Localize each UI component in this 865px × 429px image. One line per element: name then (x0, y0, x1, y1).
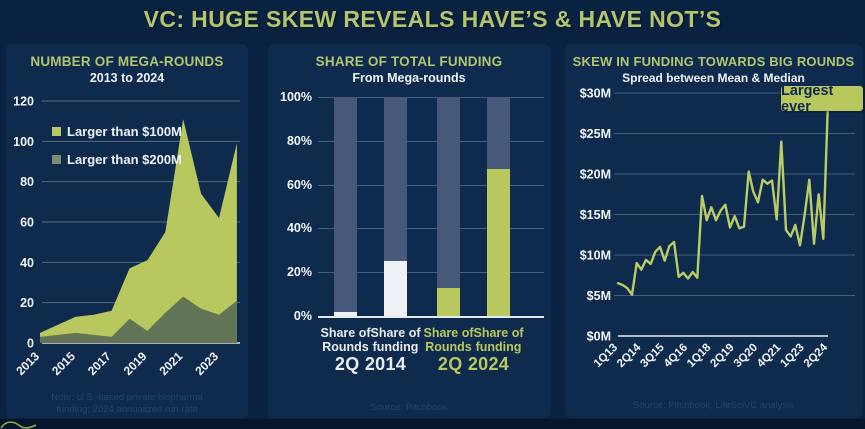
mega-rounds-area-chart: 0 20 40 60 80 100 120 2013 2015 2017 2019 2021 2023 (13, 95, 240, 378)
y-tick-label: 60 (20, 216, 34, 230)
legend-item-200m: Larger than $200M (52, 152, 182, 167)
x-tick-label: 3Q20 (732, 342, 760, 370)
gridline (318, 140, 544, 142)
panel-title: NUMBER OF MEGA-ROUNDS (30, 54, 224, 69)
y-tick-label: $25M (580, 127, 611, 141)
bar-track (384, 97, 407, 316)
x-tick-label: 2Q14 (615, 341, 644, 370)
spread-line-chart: $0M$5M$10M$15M$20M$25M$30M1Q132Q143Q154Q… (580, 87, 855, 370)
bar-label: Share of Rounds (320, 326, 371, 354)
area-series-1 (40, 296, 237, 343)
panel-subtitle: Spread between Mean & Median (622, 71, 805, 85)
panel-title: SKEW IN FUNDING TOWARDS BIG ROUNDS (572, 54, 855, 69)
y-tick-label: 80% (286, 133, 312, 148)
largest-ever-callout: Largest ever (781, 83, 863, 115)
bar-track (437, 97, 460, 316)
y-tick-label: 40% (286, 221, 312, 236)
bar-share-of-rounds-2014 (334, 311, 357, 316)
x-tick-label: 1Q13 (592, 342, 620, 370)
bar-label: Share of Rounds (423, 326, 474, 354)
x-tick-label: 1Q23 (778, 342, 806, 370)
legend-swatch-200m-icon (52, 155, 61, 164)
gridline (318, 272, 544, 274)
y-tick-label: $30M (580, 87, 611, 101)
bar-share-of-funding-2014 (384, 261, 407, 316)
x-tick-label: 2013 (13, 349, 42, 378)
gridline (318, 184, 544, 186)
panel-subtitle: From Mega-rounds (352, 71, 466, 85)
bar-track (334, 97, 357, 316)
x-tick-label: 2Q19 (708, 342, 736, 370)
x-tick-label: 2023 (192, 349, 221, 378)
legend-label: Larger than $100M (67, 124, 182, 139)
bottom-strip (0, 419, 865, 429)
x-tick-label: 2021 (157, 349, 186, 378)
x-tick-label: 1Q18 (685, 341, 714, 370)
x-tick-label: 3Q15 (638, 341, 667, 370)
gridline (318, 228, 544, 230)
x-tick-label: 2015 (49, 349, 78, 378)
source-text: Source: Pitchbook; LifeSciVC analysis (632, 400, 795, 411)
group-label-2q2014: 2Q 2014 (334, 354, 407, 374)
footnote-line2: funding; 2024 annualized run rate (56, 404, 198, 415)
y-tick-label: 20% (286, 265, 312, 280)
x-tick-label: 2017 (85, 349, 114, 378)
y-tick-label: $0M (587, 330, 611, 344)
x-tick-label: 4Q21 (755, 341, 784, 370)
bar-label: Share of funding (473, 326, 524, 354)
y-tick-label: 120 (13, 95, 34, 109)
panel-subtitle: 2013 to 2024 (89, 71, 165, 85)
bar-label: Share of funding (370, 326, 421, 354)
spread-line (616, 99, 830, 296)
source-text: Source: Pitchbook (370, 402, 448, 413)
y-tick-label: $20M (580, 168, 611, 182)
gridline (318, 316, 544, 318)
area-series-0 (40, 119, 237, 343)
panel-share-of-funding: SHARE OF TOTAL FUNDING From Mega-rounds … (268, 44, 550, 418)
y-tick-label: $15M (580, 208, 611, 222)
y-tick-label: 0 (27, 337, 34, 351)
y-tick-label: 100 (13, 135, 34, 149)
x-tick-label: 4Q16 (662, 342, 690, 370)
main-title: VC: HUGE SKEW REVEALS HAVE’S & HAVE NOT’… (143, 6, 722, 32)
y-tick-label: 40 (20, 256, 34, 270)
group-label-2q2024: 2Q 2024 (437, 354, 510, 374)
bar-share-of-rounds-2024 (437, 287, 460, 316)
panel-title: SHARE OF TOTAL FUNDING (315, 54, 503, 69)
y-tick-label: 20 (20, 296, 34, 310)
y-tick-label: 100% (280, 90, 312, 104)
y-tick-label: 80 (20, 175, 34, 189)
logo-squiggle-icon (0, 421, 37, 429)
legend-label: Larger than $200M (67, 152, 182, 167)
y-tick-label: 60% (286, 177, 312, 192)
bar-track (487, 97, 510, 316)
x-tick-label: 2019 (121, 349, 150, 378)
y-tick-label: $10M (580, 249, 611, 263)
bar-share-of-funding-2024 (487, 169, 510, 316)
footnote-line1: Note: U.S.-based private biopharma (51, 392, 203, 403)
gridline (318, 97, 544, 98)
y-tick-label: $5M (587, 289, 611, 303)
legend-item-100m: Larger than $100M (52, 124, 182, 139)
legend-swatch-100m-icon (52, 127, 61, 136)
panel-mega-rounds: NUMBER OF MEGA-ROUNDS 2013 to 2024 0 20 40… (6, 44, 248, 429)
panel-skew-big-rounds: SKEW IN FUNDING TOWARDS BIG ROUNDS Sprea… (565, 44, 863, 418)
y-tick-label: 0% (293, 309, 312, 323)
x-tick-label: 2Q24 (802, 341, 831, 370)
